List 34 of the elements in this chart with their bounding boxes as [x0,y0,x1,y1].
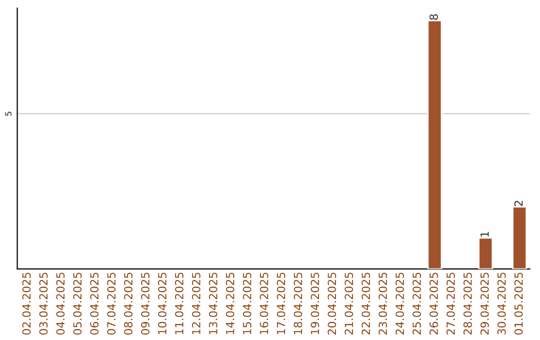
x-tick-label: 11.04.2025 [175,272,184,334]
x-tick-label: 12.04.2025 [192,272,200,334]
x-tick-label: 27.04.2025 [446,272,455,335]
x-tick-label: 07.04.2025 [107,272,116,335]
x-tick-label: 01.05.2025 [514,272,523,335]
x-tick-label: 17.04.2025 [276,272,286,334]
data-label: 1 [480,232,489,237]
x-tick-label: 20.04.2025 [328,272,336,335]
data-label: 8 [430,14,438,20]
x-tick-label: 26.04.2025 [430,272,438,335]
x-tick-label: 06.04.2025 [90,272,99,335]
x-tick-label: 25.04.2025 [412,272,421,335]
x-tick-label: 14.04.2025 [226,272,234,334]
x-tick-label: 03.04.2025 [39,272,48,335]
x-tick-label: 18.04.2025 [294,272,302,334]
x-tick-label: 30.04.2025 [497,272,506,334]
x-tick-label: 09.04.2025 [141,272,150,335]
x-tick-label: 13.04.2025 [208,272,218,334]
x-tick-label: 24.04.2025 [396,272,404,335]
x-tick-label: 22.04.2025 [362,272,370,335]
x-tick-label: 16.04.2025 [260,272,268,334]
x-tick-label: 02.04.2025 [22,272,31,335]
x-tick-label: 10.04.2025 [158,272,166,334]
x-tick-label: 23.04.2025 [378,272,388,335]
ref-line-label: 5 [5,112,12,116]
x-tick-label: 28.04.2025 [463,272,472,335]
data-label: 2 [514,200,523,206]
x-tick-label: 08.04.2025 [124,272,132,335]
x-tick-label: 04.04.2025 [56,272,65,335]
x-tick-label: 29.04.2025 [480,272,489,335]
x-tick-label: 15.04.2025 [242,272,252,334]
x-tick-label: 21.04.2025 [344,272,354,335]
x-tick-label: 05.04.2025 [73,272,82,335]
x-tick-label: 19.04.2025 [310,272,320,334]
